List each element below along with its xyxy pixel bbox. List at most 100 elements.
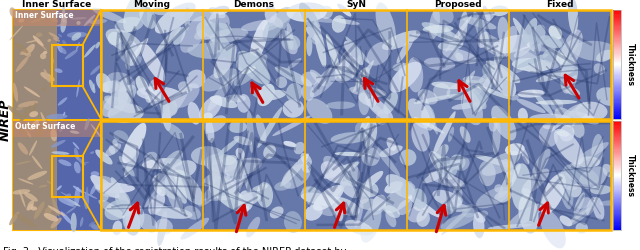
Bar: [613, 58, 621, 60]
Ellipse shape: [568, 111, 599, 124]
Ellipse shape: [326, 34, 341, 79]
Ellipse shape: [155, 2, 196, 34]
Ellipse shape: [559, 215, 572, 226]
Ellipse shape: [144, 176, 172, 208]
Ellipse shape: [563, 62, 574, 72]
Ellipse shape: [198, 176, 228, 207]
Bar: [613, 19, 621, 21]
Ellipse shape: [70, 17, 87, 20]
Ellipse shape: [51, 218, 61, 228]
Bar: [613, 191, 621, 193]
Ellipse shape: [16, 107, 23, 110]
Ellipse shape: [355, 202, 364, 228]
Text: SyN: SyN: [346, 0, 366, 9]
Ellipse shape: [105, 143, 121, 156]
Ellipse shape: [73, 186, 84, 193]
Ellipse shape: [483, 64, 503, 90]
Ellipse shape: [241, 20, 276, 31]
Bar: [613, 158, 621, 159]
Bar: [613, 109, 621, 110]
Bar: [613, 100, 621, 102]
Ellipse shape: [382, 30, 420, 50]
Ellipse shape: [564, 184, 573, 202]
Bar: [613, 61, 621, 62]
Ellipse shape: [310, 63, 342, 98]
Ellipse shape: [423, 160, 463, 183]
Ellipse shape: [265, 5, 276, 23]
Ellipse shape: [262, 6, 297, 31]
Ellipse shape: [490, 34, 537, 53]
Ellipse shape: [115, 190, 131, 211]
Ellipse shape: [304, 204, 323, 221]
Bar: [613, 44, 621, 46]
Ellipse shape: [358, 93, 376, 106]
Bar: [613, 78, 621, 80]
Ellipse shape: [301, 162, 311, 173]
Bar: [613, 144, 621, 146]
Bar: [613, 224, 621, 226]
Ellipse shape: [448, 126, 454, 142]
Ellipse shape: [433, 6, 454, 25]
Ellipse shape: [385, 181, 403, 194]
Bar: [101, 10, 202, 119]
Bar: [613, 58, 621, 59]
Ellipse shape: [209, 7, 225, 18]
Ellipse shape: [43, 11, 58, 22]
Ellipse shape: [570, 184, 582, 198]
Ellipse shape: [433, 83, 451, 99]
Bar: [613, 68, 621, 70]
Ellipse shape: [422, 25, 454, 33]
Ellipse shape: [42, 88, 47, 91]
Ellipse shape: [386, 174, 416, 199]
Ellipse shape: [287, 2, 327, 22]
Bar: [613, 10, 621, 119]
Ellipse shape: [284, 211, 302, 233]
Bar: [613, 125, 621, 126]
Bar: [101, 121, 611, 230]
Bar: [613, 196, 621, 197]
Ellipse shape: [390, 62, 422, 92]
Ellipse shape: [30, 120, 39, 130]
Ellipse shape: [273, 116, 311, 136]
Bar: [13, 121, 56, 230]
Ellipse shape: [566, 198, 599, 226]
Ellipse shape: [60, 14, 67, 33]
Bar: [613, 121, 621, 230]
Bar: [613, 165, 621, 167]
Ellipse shape: [340, 181, 358, 198]
Ellipse shape: [95, 150, 113, 164]
Ellipse shape: [536, 37, 565, 52]
Ellipse shape: [18, 142, 28, 154]
Ellipse shape: [282, 164, 310, 189]
Ellipse shape: [196, 20, 216, 40]
Ellipse shape: [479, 160, 496, 186]
Bar: [613, 188, 621, 190]
Ellipse shape: [96, 73, 111, 92]
Ellipse shape: [90, 151, 94, 154]
Bar: [305, 10, 406, 119]
Ellipse shape: [95, 183, 135, 193]
Ellipse shape: [438, 40, 463, 50]
Bar: [613, 63, 621, 64]
Bar: [613, 137, 621, 138]
Ellipse shape: [28, 200, 35, 207]
Ellipse shape: [84, 15, 95, 26]
Ellipse shape: [413, 203, 424, 211]
Bar: [613, 184, 621, 185]
Ellipse shape: [234, 136, 252, 145]
Text: Moving: Moving: [134, 0, 170, 9]
Ellipse shape: [24, 128, 31, 138]
Ellipse shape: [522, 18, 537, 46]
Ellipse shape: [54, 68, 63, 73]
Ellipse shape: [90, 65, 101, 75]
Ellipse shape: [376, 2, 396, 48]
Bar: [613, 116, 621, 118]
Bar: [613, 98, 621, 100]
Bar: [613, 18, 621, 20]
Ellipse shape: [222, 155, 237, 165]
Ellipse shape: [442, 48, 478, 64]
Ellipse shape: [596, 50, 613, 62]
Ellipse shape: [475, 155, 516, 168]
Text: Outer Surface: Outer Surface: [15, 122, 76, 131]
Bar: [613, 123, 621, 124]
